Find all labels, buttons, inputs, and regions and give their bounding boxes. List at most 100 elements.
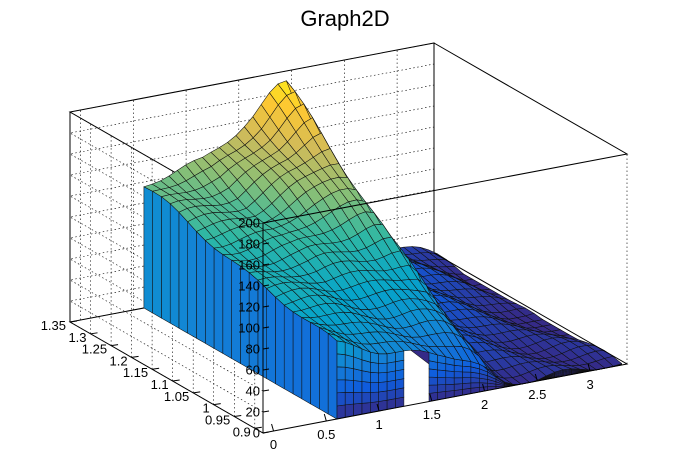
y-tick-7	[110, 344, 119, 347]
side-wall-cell-20	[152, 190, 162, 319]
front-wall-cell-2-0	[353, 403, 363, 417]
side-wall-cell-18	[169, 203, 180, 329]
y-tick-3	[193, 391, 201, 394]
front-wall-cell-6-2	[386, 379, 396, 392]
side-wall-cell-19	[161, 196, 171, 324]
front-top-edges	[262, 42, 629, 224]
x-tick-label-4: 2	[481, 397, 488, 412]
z-tick-9	[262, 242, 270, 245]
front-wall-cell-13-3	[445, 370, 455, 379]
front-wall-cell-12-1	[437, 384, 447, 393]
front-wall-cell-6-5	[386, 352, 396, 364]
front-wall-cell-3-3	[361, 370, 371, 383]
y-tick-4	[172, 379, 180, 382]
front-wall-cell-7-3	[395, 369, 405, 381]
z-tick-2	[262, 389, 270, 392]
front-wall-cell-14-4	[453, 364, 463, 373]
front-wall-cell-13-1	[445, 383, 455, 392]
z-tick-7	[262, 284, 270, 287]
side-wall-cell-15	[196, 230, 206, 344]
front-wall-cell-11-1	[428, 384, 438, 394]
side-wall-cell-2	[310, 321, 320, 410]
front-wall-cell-5-4	[378, 362, 388, 374]
front-wall-cell-0-1	[336, 392, 346, 407]
z-tick-label-3: 60	[246, 363, 260, 378]
x-tick-label-3: 1.5	[423, 407, 441, 422]
side-wall-cell-5	[283, 304, 294, 395]
front-wall-cell-0-0	[336, 404, 346, 420]
y-tick-label-3: 1.05	[164, 389, 189, 404]
front-wall-cell-13-2	[445, 377, 455, 385]
front-wall-cell-5-3	[378, 372, 388, 383]
side-wall-cell-4	[292, 311, 303, 400]
front-wall-cell-1-3	[344, 366, 354, 381]
front-wall-cell-4-4	[370, 361, 379, 374]
side-wall-cell-12	[222, 253, 232, 359]
x-tick-5	[534, 373, 538, 382]
front-wall-cell-16-2	[470, 377, 480, 384]
z-tick-5	[262, 326, 270, 329]
front-wall-cell-14-3	[453, 371, 463, 379]
front-wall-cell-0-2	[336, 379, 346, 394]
front-wall-cell-7-5	[395, 350, 405, 363]
front-wall-cell-1-1	[344, 392, 354, 406]
side-wall-cell-14	[205, 239, 215, 349]
front-wall-cell-12-2	[437, 377, 447, 386]
front-wall-cell-5-1	[378, 390, 388, 402]
front-wall-cell-7-2	[395, 378, 405, 390]
front-wall-cell-0-4	[336, 353, 346, 368]
front-wall-cell-11-3	[428, 368, 438, 378]
front-wall-cell-4-2	[370, 382, 379, 393]
front-wall-cell-3-2	[361, 381, 371, 393]
x-tick-6	[587, 363, 591, 372]
y-tick-label-7: 1.25	[82, 342, 107, 357]
x-tick-label-6: 3	[586, 377, 593, 392]
front-wall-cell-2-2	[353, 380, 363, 393]
z-tick-8	[262, 263, 270, 266]
y-tick-8	[90, 332, 98, 335]
y-tick-6	[131, 355, 139, 358]
z-tick-label-2: 40	[246, 384, 260, 399]
front-wall-cell-15-3	[462, 371, 472, 378]
y-tick-label-0: 0.9	[233, 424, 251, 439]
front-wall-cell-15-1	[462, 382, 472, 390]
y-tick-2	[213, 403, 221, 406]
x-tick-4	[482, 383, 486, 392]
z-tick-label-7: 140	[238, 279, 260, 294]
surface-layer	[143, 80, 622, 420]
y-tick-label-1: 0.95	[205, 412, 230, 427]
front-wall-cell-5-2	[378, 381, 388, 393]
y-tick-9	[69, 320, 78, 323]
side-wall-cell-1	[319, 326, 329, 415]
front-wall-cell-6-1	[386, 389, 396, 401]
side-wall-cell-0	[327, 332, 338, 420]
y-tick-1	[234, 414, 242, 417]
y-tick-0	[254, 426, 262, 429]
x-tick-1	[323, 413, 327, 422]
z-tick-label-1: 20	[246, 405, 260, 420]
x-tick-2	[376, 403, 380, 412]
z-tick-10	[262, 221, 270, 224]
z-tick-label-10: 200	[238, 216, 260, 231]
front-wall-cell-0-3	[336, 366, 346, 381]
side-wall-cell-6	[275, 296, 285, 390]
front-wall-cell-0-5	[336, 340, 346, 356]
front-wall-cell-1-0	[344, 403, 354, 418]
z-tick-1	[262, 410, 270, 413]
side-wall-cell-13	[213, 247, 224, 354]
front-wall-cell-6-4	[386, 361, 396, 373]
z-tick-6	[262, 305, 270, 308]
x-tick-label-5: 2.5	[528, 387, 546, 402]
front-wall-cell-4-3	[370, 372, 379, 383]
z-tick-label-0: 0	[253, 426, 260, 441]
front-wall-cell-3-1	[361, 392, 371, 404]
front-wall-cell-1-2	[344, 379, 354, 393]
front-wall-cell-6-3	[386, 370, 396, 382]
side-wall-cell-21	[143, 186, 153, 314]
front-wall-cell-11-2	[428, 376, 438, 386]
front-wall-cell-14-2	[453, 377, 463, 385]
z-tick-label-5: 100	[238, 321, 260, 336]
x-tick-label-2: 1	[375, 417, 382, 432]
front-wall-cell-15-4	[462, 365, 472, 373]
